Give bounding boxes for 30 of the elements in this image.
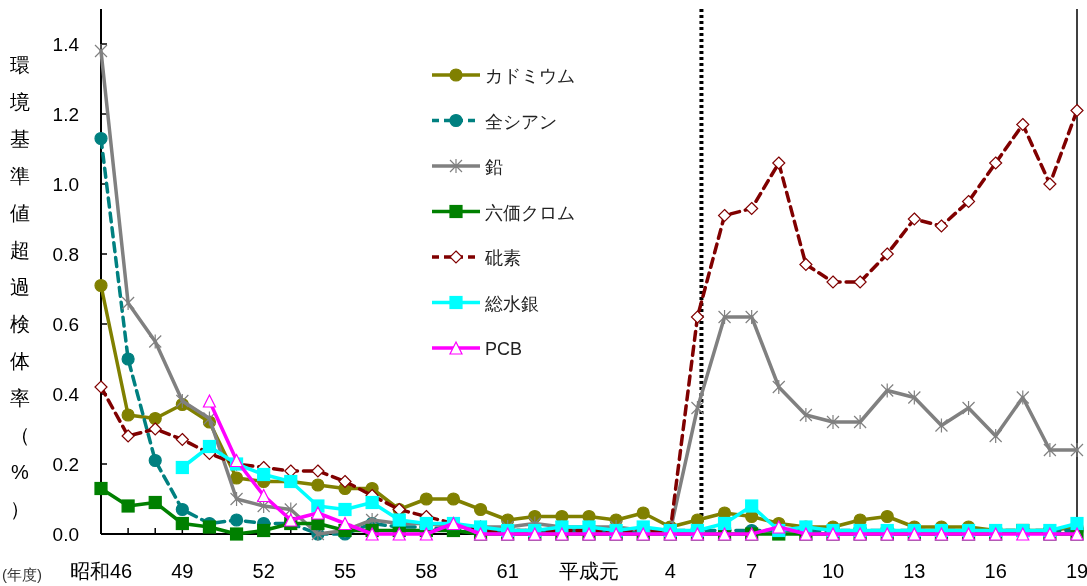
x-tick-label: 61 (496, 560, 519, 582)
y-tick-label: 1.0 (52, 174, 79, 195)
text: 環境基準値超過検体率（%） (10, 54, 30, 520)
x-tick-label: 55 (333, 560, 357, 582)
y-tick-label: 0.0 (52, 524, 79, 545)
legend-label: 鉛 (485, 157, 503, 177)
x-tick-label: 平成元 (559, 560, 619, 582)
x-tick-label: 49 (171, 560, 194, 582)
y-tick-label: 1.2 (52, 104, 79, 125)
x-tick-label: 16 (984, 560, 1007, 582)
x-tick-label: 10 (821, 560, 845, 582)
x-axis-title: (年度) (2, 566, 42, 583)
y-tick-label: 1.4 (52, 34, 80, 55)
x-tick-label: 7 (746, 560, 758, 582)
legend-label: PCB (485, 339, 523, 359)
legend-label: 砒素 (484, 248, 521, 268)
x-tick-label: 58 (415, 560, 438, 582)
x-tick-label: 19 (1065, 560, 1087, 582)
x-tick-label: 昭和46 (69, 560, 133, 582)
y-tick-label: 0.4 (52, 384, 80, 405)
y-tick-label: 0.6 (52, 314, 79, 335)
x-tick-label: 52 (252, 560, 275, 582)
legend-label: カドミウム (485, 66, 575, 86)
legend-label: 六価クロム (485, 202, 575, 223)
y-tick-label: 0.2 (52, 454, 79, 475)
x-tick-label: 13 (903, 560, 926, 582)
legend-label: 総水銀 (484, 293, 539, 314)
legend-label: 全シアン (485, 111, 557, 132)
x-tick-label: 4 (664, 560, 676, 582)
y-tick-label: 0.8 (52, 244, 79, 265)
